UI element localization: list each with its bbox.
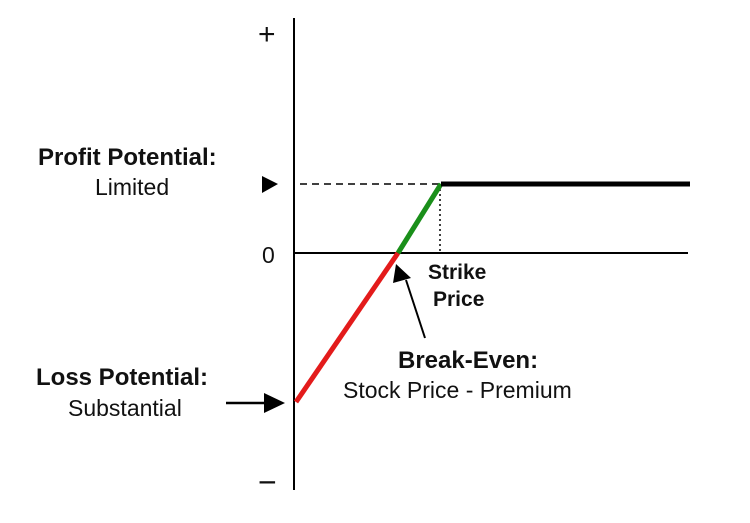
profit-segment xyxy=(395,182,444,255)
profit-potential-value: Limited xyxy=(95,174,170,200)
plus-axis-label: + xyxy=(258,18,276,51)
break-even-formula: Stock Price - Premium xyxy=(343,377,572,403)
break-even-arrow-shaft xyxy=(405,279,426,339)
zero-axis-label: 0 xyxy=(262,242,275,268)
break-even-arrow-head-icon xyxy=(393,264,411,283)
loss-segment xyxy=(293,251,401,404)
strike-price-label-line2: Price xyxy=(433,288,485,311)
loss-potential-value: Substantial xyxy=(68,395,182,421)
break-even-heading: Break-Even: xyxy=(398,347,539,374)
profit-potential-heading: Profit Potential: xyxy=(38,144,217,171)
loss-arrow-head-icon xyxy=(264,393,285,413)
strike-price-label-line1: Strike xyxy=(428,261,487,284)
profit-marker-arrow-icon xyxy=(262,176,278,193)
loss-potential-heading: Loss Potential: xyxy=(36,364,209,391)
minus-axis-label: − xyxy=(258,464,277,500)
